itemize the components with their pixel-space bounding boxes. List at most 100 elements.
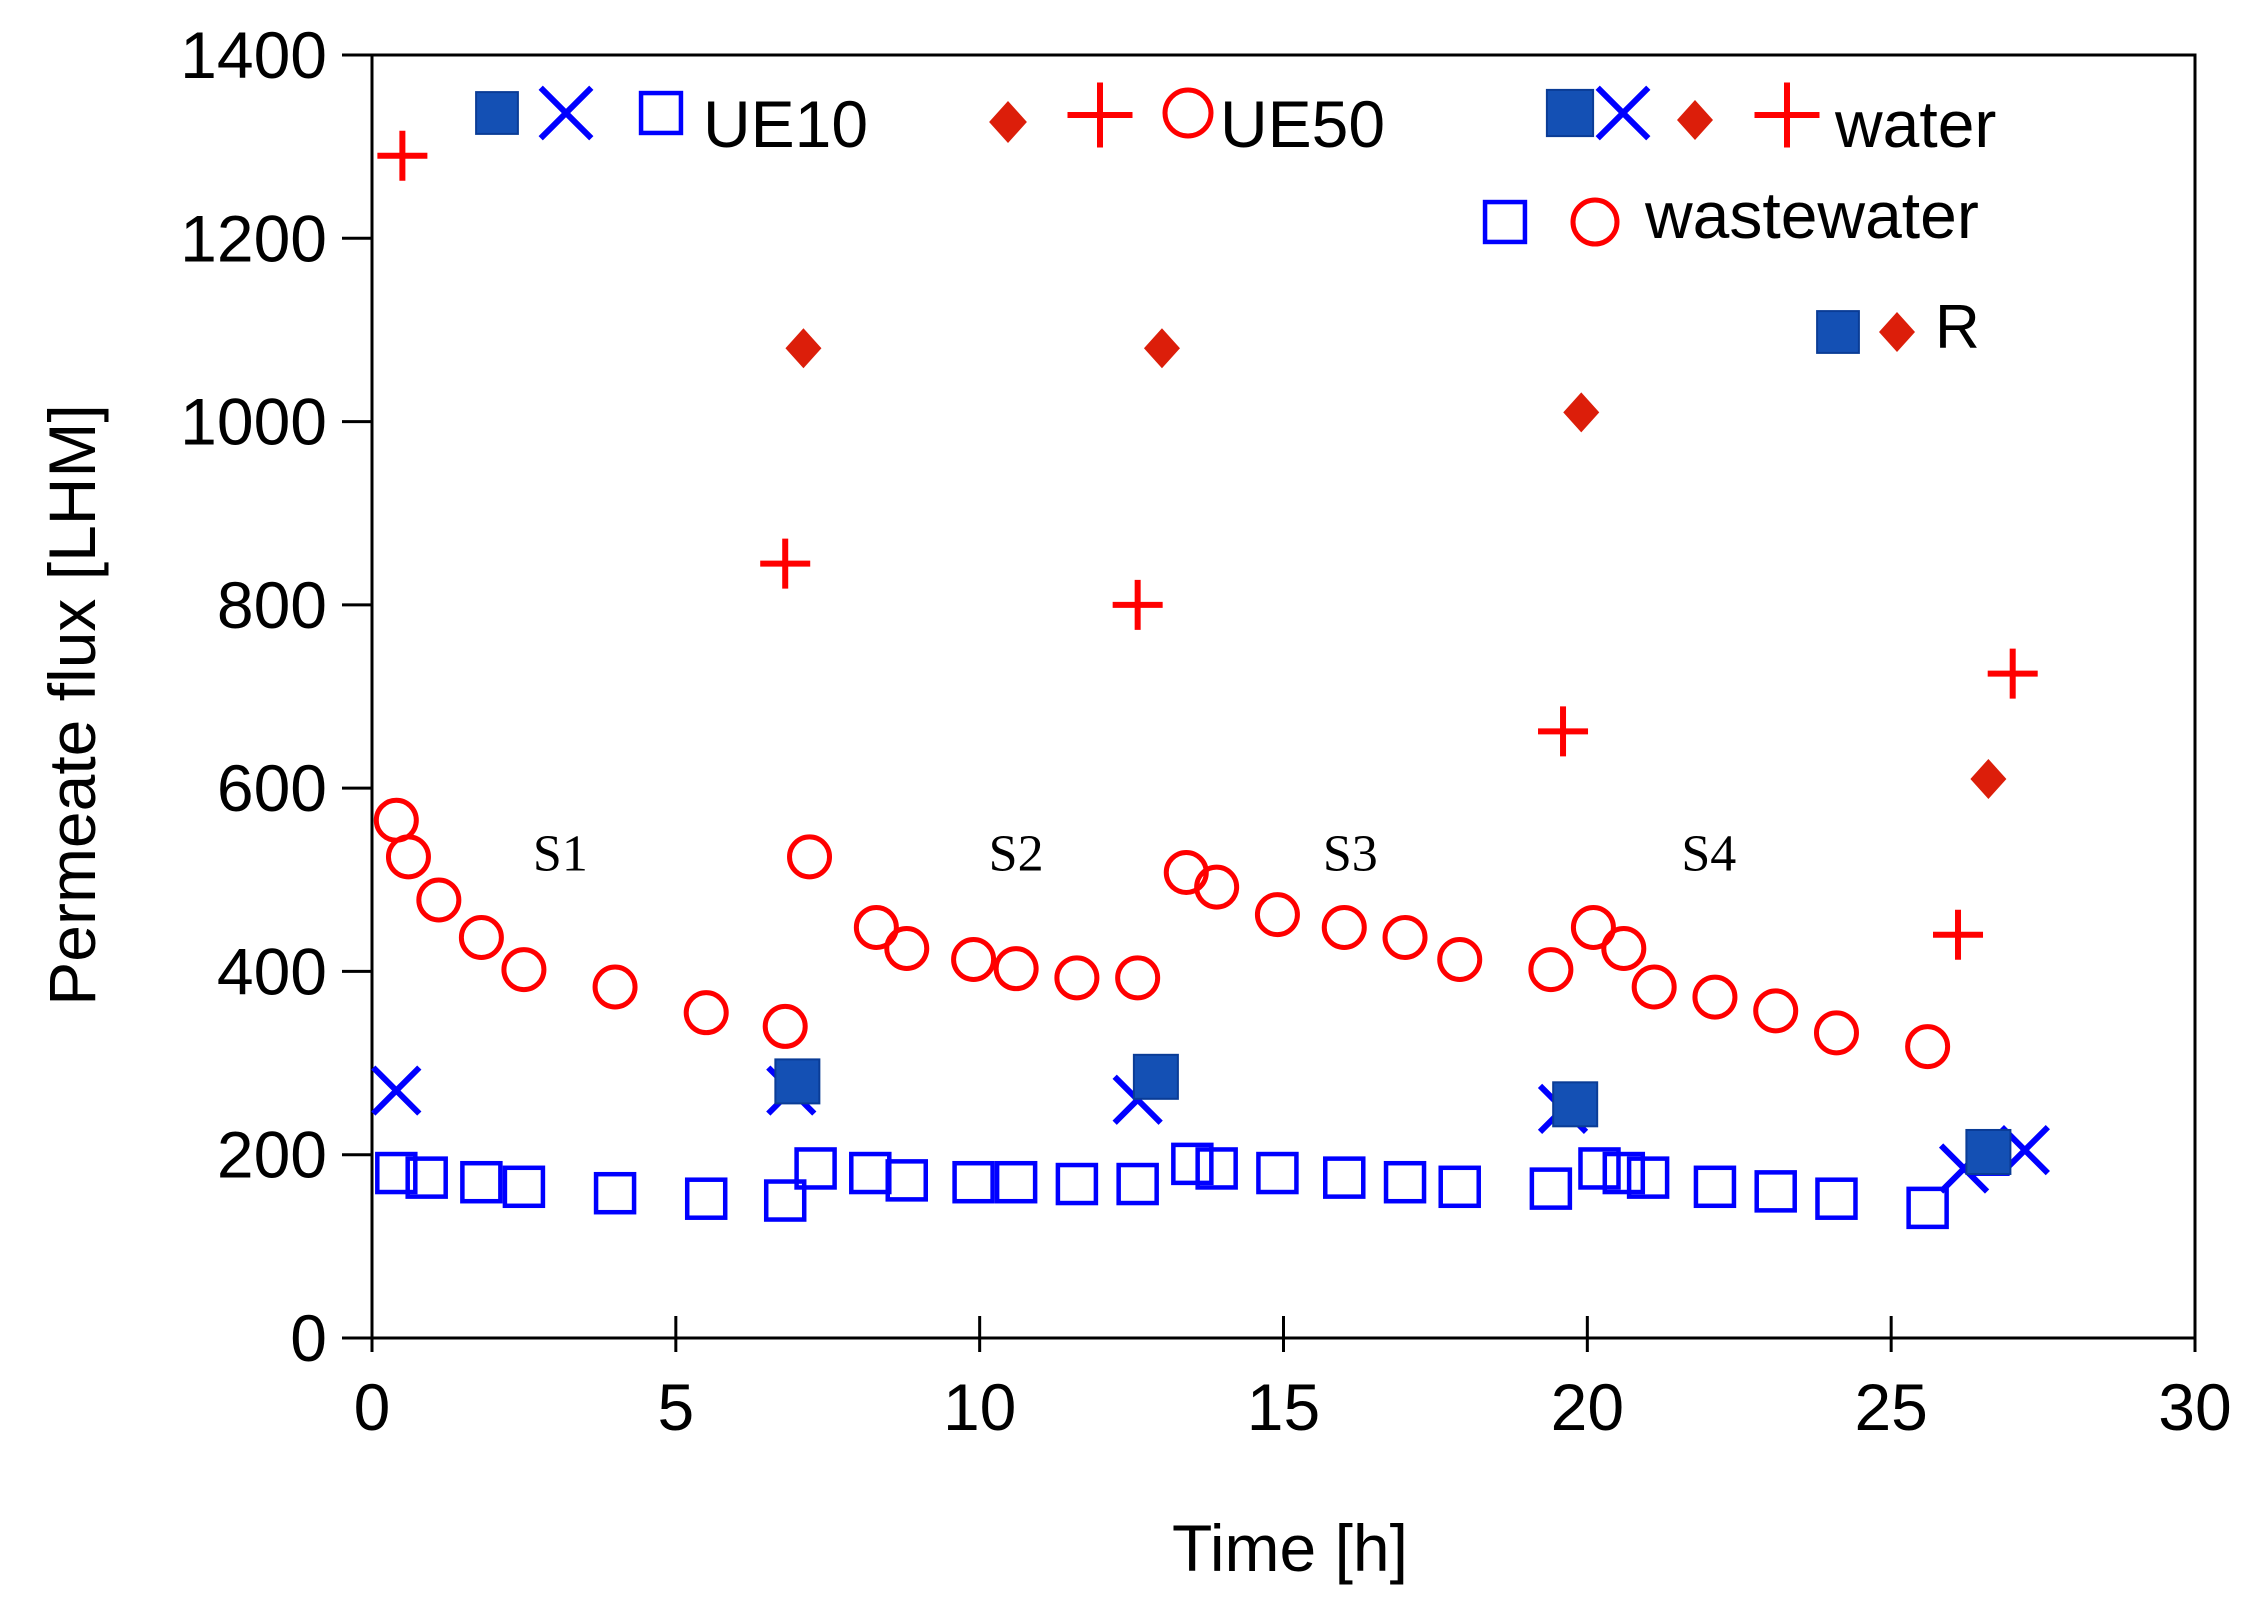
data-point-ue50-wastewater (762, 1003, 808, 1049)
data-point-ue50-wastewater (416, 877, 462, 923)
y-tick-label: 800 (217, 568, 327, 642)
x-tick-label: 20 (1551, 1370, 1624, 1444)
data-point-ue50-water (1112, 579, 1163, 630)
series-ue50-wastewater (373, 797, 1951, 1070)
data-point-ue50-wastewater (1631, 964, 1677, 1010)
data-point-ue50-wastewater (458, 915, 504, 961)
x-tick-label: 5 (657, 1370, 694, 1444)
series-ue50-r (785, 328, 2007, 799)
data-point-ue10-wastewater (1055, 1162, 1099, 1206)
data-point-ue10-wastewater (1626, 1156, 1670, 1199)
data-point-ue10-wastewater (375, 1151, 418, 1195)
x-tick-label: 30 (2158, 1370, 2231, 1444)
y-tick-label: 0 (290, 1301, 327, 1375)
data-point-ue10-wastewater (1256, 1151, 1299, 1195)
data-point-ue10-wastewater (460, 1160, 503, 1204)
data-point-ue10-r (1965, 1128, 2012, 1175)
series-ue10-r (774, 1053, 2012, 1175)
data-point-ue10-r (1552, 1081, 1599, 1128)
data-point-ue50-wastewater (1905, 1024, 1951, 1070)
data-point-ue50-wastewater (1321, 904, 1367, 950)
data-point-ue10-wastewater (1116, 1162, 1159, 1206)
x-axis-title: Time [h] (1172, 1511, 1408, 1585)
legend-marker-wastewater-ue50 (1570, 197, 1620, 247)
data-point-ue10-wastewater (593, 1171, 637, 1215)
data-point-ue10-wastewater (994, 1160, 1038, 1204)
data-point-ue10-wastewater (1383, 1160, 1427, 1204)
legend-marker-ue10-r (475, 91, 519, 135)
data-point-ue10-wastewater (885, 1159, 928, 1202)
data-point-ue50-r (1143, 328, 1180, 369)
data-point-ue10-wastewater (1195, 1147, 1238, 1190)
y-tick-label: 600 (217, 751, 327, 825)
section-label-s1: S1 (533, 826, 588, 883)
data-point-ue10-wastewater (794, 1147, 837, 1190)
y-tick-label: 1000 (180, 385, 327, 459)
data-point-ue50-water (1933, 909, 1984, 960)
section-label-s4: S4 (1681, 826, 1736, 883)
data-point-ue50-wastewater (1692, 974, 1738, 1020)
data-point-ue50-wastewater (853, 904, 899, 950)
data-point-ue50-wastewater (373, 797, 419, 843)
legend-label-ue10: UE10 (703, 87, 868, 161)
legend-markers (475, 82, 1915, 354)
data-point-ue10-wastewater (1323, 1156, 1366, 1199)
data-point-ue50-wastewater (1194, 864, 1240, 910)
data-point-ue50-water (760, 538, 811, 589)
data-point-ue50-wastewater (1115, 955, 1161, 1001)
legend-marker-ue10-water (538, 85, 594, 141)
data-point-ue50-wastewater (1753, 988, 1799, 1034)
data-point-ue10-wastewater (1906, 1186, 1949, 1230)
legend-marker-water-ue10 (1595, 85, 1651, 141)
data-point-ue50-wastewater (1528, 947, 1574, 993)
data-point-ue50-r (1970, 758, 2007, 799)
data-point-ue10-wastewater (1578, 1147, 1621, 1190)
x-tick-label: 25 (1854, 1370, 1927, 1444)
legend-label-r: R (1935, 293, 1980, 362)
data-point-ue10-r (1132, 1053, 1179, 1100)
data-markers (371, 130, 2050, 1230)
series-ue50-water (377, 130, 2038, 960)
legend-label-wastewater: wastewater (1644, 178, 1979, 252)
legend-marker-wastewater-ue10 (1482, 199, 1528, 245)
data-point-ue50-wastewater (1813, 1010, 1859, 1056)
data-point-ue10-water (371, 1065, 422, 1116)
legend: UE10 UE50 water wastewater R (475, 82, 1996, 362)
data-point-ue10-wastewater (684, 1177, 728, 1220)
y-tick-label: 1200 (180, 201, 327, 275)
data-point-ue10-wastewater (1754, 1170, 1797, 1213)
y-axis-title: Permeate flux [LHM] (35, 404, 109, 1006)
data-point-ue10-wastewater (1438, 1165, 1481, 1209)
y-tick-label: 400 (217, 934, 327, 1008)
data-point-ue50-wastewater (683, 990, 729, 1036)
x-tick-label: 10 (943, 1370, 1016, 1444)
data-point-ue50-r (785, 328, 822, 369)
data-point-ue10-wastewater (405, 1156, 448, 1199)
data-point-ue50-wastewater (1254, 892, 1300, 938)
section-label-s3: S3 (1323, 826, 1378, 883)
legend-marker-r-ue10 (1545, 88, 1595, 138)
axis-ticks: 0 5 10 15 20 25 30 0 200 400 600 800 1000 1200 1400 (180, 18, 2232, 1444)
series-ue10-wastewater (375, 1133, 2010, 1230)
data-point-ue50-wastewater (993, 946, 1039, 992)
legend-marker-r-ue50 (1677, 100, 1713, 140)
legend-marker-ue50-wastewater (1162, 87, 1214, 139)
data-point-ue50-wastewater (884, 926, 930, 972)
data-point-ue10-wastewater (1171, 1142, 1214, 1186)
legend-label-water: water (1834, 87, 1996, 161)
data-point-ue50-wastewater (1570, 904, 1616, 950)
legend-marker-ue50-water (1067, 82, 1133, 148)
x-tick-label: 0 (354, 1370, 391, 1444)
data-point-ue50-wastewater (1437, 937, 1483, 983)
data-point-ue50-wastewater (787, 834, 833, 880)
data-point-ue50-water (1987, 648, 2038, 699)
section-label-s2: S2 (989, 826, 1044, 883)
y-tick-label: 200 (217, 1118, 327, 1192)
data-point-ue10-wastewater (502, 1165, 546, 1209)
data-point-ue50-r (1563, 392, 1600, 433)
data-point-ue50-water (1538, 706, 1589, 757)
data-point-ue50-wastewater (501, 947, 547, 993)
data-point-ue50-wastewater (1601, 926, 1647, 972)
data-point-ue10-wastewater (952, 1160, 995, 1204)
